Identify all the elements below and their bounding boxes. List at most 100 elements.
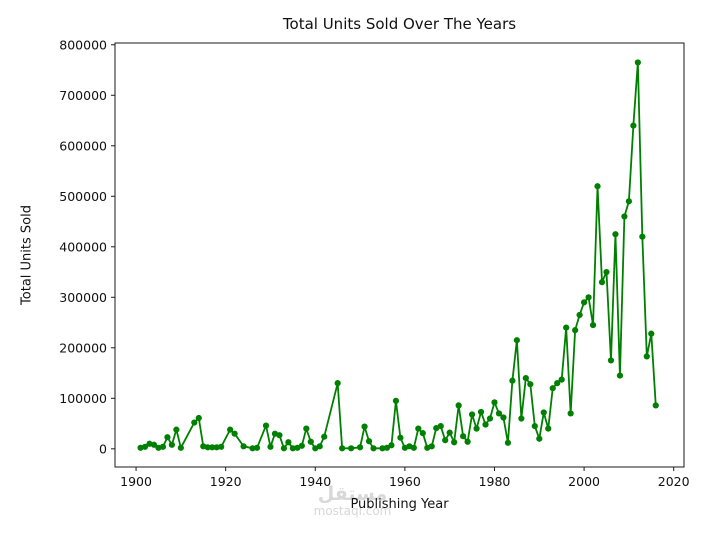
data-point [227, 426, 234, 433]
data-point [267, 443, 274, 450]
data-point [589, 321, 597, 329]
data-point [567, 410, 574, 417]
data-point [370, 445, 377, 452]
data-point [361, 423, 368, 430]
data-point [563, 324, 570, 331]
data-point [316, 443, 323, 450]
x-tick-label: 2020 [658, 474, 690, 489]
data-point [513, 337, 520, 344]
data-point [280, 445, 288, 452]
data-point [576, 311, 583, 319]
data-point [388, 442, 395, 449]
data-point [209, 444, 216, 451]
data-point [607, 357, 615, 364]
y-tick-label: 700000 [59, 88, 107, 103]
data-point [150, 441, 158, 448]
data-point [168, 441, 175, 448]
data-point [594, 183, 601, 190]
x-axis-label: Publishing Year [350, 497, 449, 512]
data-point [276, 432, 283, 439]
data-point [486, 415, 494, 422]
data-point [536, 435, 543, 442]
data-point [253, 444, 261, 451]
data-point [285, 439, 292, 446]
data-point [558, 376, 565, 383]
x-tick-label: 2000 [568, 474, 600, 489]
data-point [648, 330, 655, 337]
data-point [410, 444, 417, 451]
data-point [630, 122, 637, 129]
data-point [540, 409, 547, 416]
data-point [397, 434, 404, 441]
data-point [545, 425, 552, 432]
data-point [141, 443, 149, 450]
data-point [531, 422, 538, 430]
data-point [616, 372, 624, 379]
data-point [356, 444, 364, 451]
data-point [491, 399, 498, 406]
y-tick-label: 600000 [59, 138, 107, 153]
x-tick-label: 1980 [479, 474, 511, 489]
data-point [392, 397, 400, 404]
data-point [549, 385, 556, 392]
y-tick-label: 400000 [59, 239, 107, 254]
chart-title: Total Units Sold Over The Years [282, 15, 517, 33]
data-point [218, 443, 225, 450]
data-point [652, 402, 659, 409]
data-point [365, 438, 373, 445]
data-point [173, 426, 180, 433]
data-point [379, 445, 386, 452]
data-point [504, 439, 512, 446]
data-point [428, 443, 435, 450]
data-point [446, 429, 453, 436]
data-point [213, 444, 220, 451]
data-point [580, 299, 588, 306]
data-point [289, 445, 296, 452]
data-point [195, 414, 202, 422]
data-point [477, 408, 485, 416]
data-point [451, 439, 458, 446]
y-tick-label: 100000 [59, 391, 107, 406]
data-point [621, 213, 628, 220]
data-point [500, 414, 507, 421]
data-point [572, 327, 579, 334]
data-point [495, 410, 503, 417]
data-point [518, 415, 525, 422]
data-point [321, 433, 328, 440]
x-tick-label: 1920 [210, 474, 242, 489]
data-point [437, 422, 444, 430]
data-point [639, 233, 646, 240]
y-tick-label: 200000 [59, 340, 107, 355]
data-point [625, 198, 632, 205]
data-point [522, 375, 529, 382]
data-point [307, 438, 314, 445]
data-point [262, 422, 270, 429]
data-point [164, 434, 171, 441]
x-tick-label: 1940 [299, 474, 331, 489]
data-point [303, 425, 310, 432]
plot-frame [114, 42, 685, 468]
data-point [348, 445, 355, 452]
data-point [554, 380, 561, 387]
data-point [643, 353, 650, 360]
data-point [509, 377, 516, 384]
data-point [527, 381, 534, 388]
x-tick-label: 1960 [389, 474, 421, 489]
data-point [612, 231, 619, 238]
data-point [603, 268, 610, 276]
data-point [585, 294, 592, 301]
data-point [298, 442, 305, 449]
data-point [204, 444, 211, 451]
data-line [139, 61, 657, 450]
data-point [415, 425, 422, 432]
data-point [464, 438, 471, 445]
data-point [598, 279, 606, 286]
data-point [419, 430, 426, 437]
data-point [249, 445, 256, 452]
y-tick-label: 300000 [59, 290, 107, 305]
data-point [460, 433, 467, 440]
data-point [177, 444, 184, 451]
data-point [334, 380, 341, 387]
